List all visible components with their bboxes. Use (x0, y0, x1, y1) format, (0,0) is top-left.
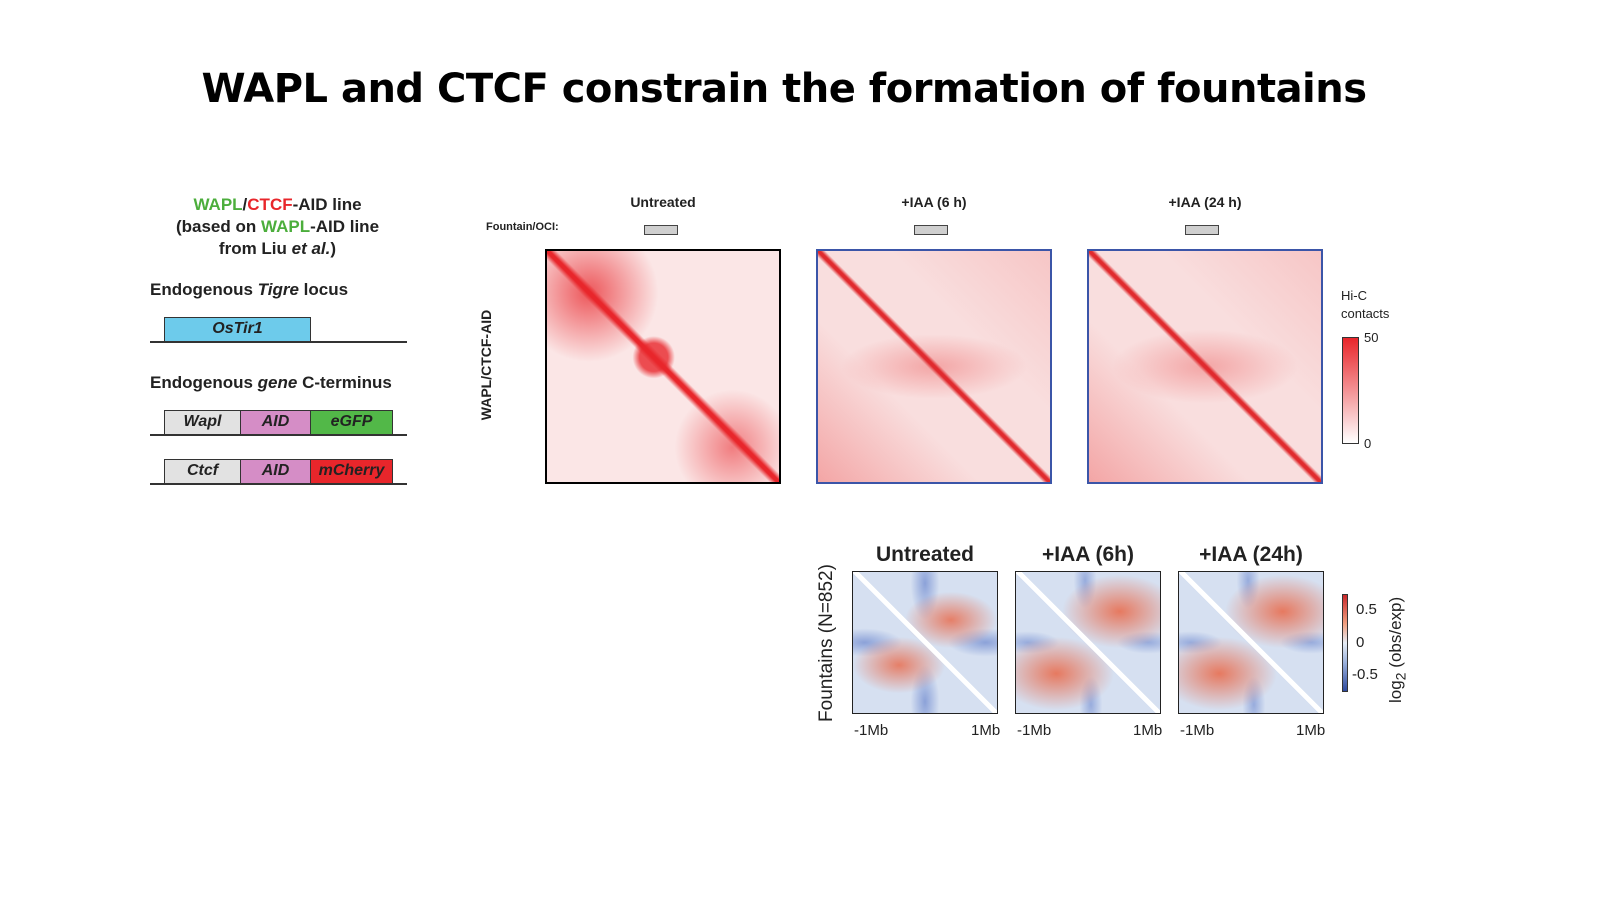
colorbar-tick: -0.5 (1352, 666, 1378, 683)
aggregate-condition-label: Untreated (875, 543, 975, 566)
x-tick: 1Mb (1296, 722, 1326, 739)
aggregate-condition-label: +IAA (6h) (1042, 543, 1134, 566)
hic-map-iaa-6h (816, 249, 1052, 484)
wapl-text: WAPL (193, 195, 243, 214)
construct-title-line2: (based on WAPL-AID line (145, 217, 410, 237)
t: (based on (175, 217, 261, 236)
wapl-text: WAPL (260, 217, 311, 236)
t: (obs/exp) (1386, 596, 1405, 668)
t: gene (257, 373, 298, 392)
hic-condition-label: +IAA (24 h) (1168, 194, 1242, 210)
t: ) (330, 239, 337, 258)
hic-colorbar-min: 0 (1364, 436, 1372, 451)
fountain-oci-marker (914, 225, 948, 235)
tigre-heading: Endogenous Tigre locus (150, 280, 348, 300)
aggregate-colorbar (1342, 594, 1348, 692)
mcherry-box: mCherry (310, 459, 393, 484)
ostir1-box: OsTir1 (164, 317, 311, 342)
hic-colorbar-max: 50 (1364, 330, 1379, 345)
aggregate-plot-untreated (852, 571, 998, 714)
dna-line (150, 483, 407, 485)
x-tick: -1Mb (1180, 722, 1215, 739)
x-tick: -1Mb (1017, 722, 1052, 739)
t: 2 (1393, 672, 1410, 681)
t: Endogenous (150, 280, 258, 299)
aggregate-condition-label: +IAA (24h) (1199, 543, 1303, 566)
t: locus (298, 280, 349, 299)
aggregate-plot-iaa-24h (1178, 571, 1324, 714)
t: Tigre (257, 280, 299, 299)
colorbar-tick: 0.5 (1356, 601, 1377, 618)
t: -AID line (310, 217, 380, 236)
aid-box: AID (240, 410, 311, 435)
t: from Liu (218, 239, 292, 258)
aggregate-plot-iaa-6h (1015, 571, 1161, 714)
aid-box: AID (240, 459, 311, 484)
dna-line (150, 341, 407, 343)
slash: / (242, 195, 248, 214)
x-tick: 1Mb (1133, 722, 1163, 739)
x-tick: -1Mb (854, 722, 889, 739)
aid-line-text: -AID line (292, 195, 362, 214)
t: log (1386, 680, 1405, 703)
hic-row-label: WAPL/CTCF-AID (478, 309, 494, 421)
gene-heading: Endogenous gene C-terminus (150, 373, 392, 393)
fountain-oci-marker (644, 225, 678, 235)
track-label: Fountain/OCI: (486, 221, 559, 233)
hic-condition-label: +IAA (6 h) (901, 194, 967, 210)
hic-map-untreated (545, 249, 781, 484)
t: C-terminus (297, 373, 392, 392)
construct-title-line3: from Liu et al.) (145, 239, 410, 259)
fountain-oci-marker (1185, 225, 1219, 235)
construct-title-line1: WAPL/CTCF-AID line (145, 195, 410, 215)
dna-line (150, 434, 407, 436)
hic-colorbar-title: Hi-C (1341, 288, 1367, 303)
aggregate-colorbar-label: log2 (obs/exp) (1386, 597, 1409, 703)
egfp-box: eGFP (310, 410, 393, 435)
colorbar-tick: 0 (1356, 634, 1365, 651)
hic-colorbar (1342, 337, 1359, 444)
ctcf-text: CTCF (247, 195, 293, 214)
wapl-box: Wapl (164, 410, 241, 435)
slide-title: WAPL and CTCF constrain the formation of… (201, 66, 1367, 112)
ctcf-box: Ctcf (164, 459, 241, 484)
aggregate-ylabel: Fountains (N=852) (816, 564, 837, 722)
hic-colorbar-title: contacts (1341, 306, 1390, 321)
hic-condition-label: Untreated (630, 194, 696, 210)
t: Endogenous (150, 373, 258, 392)
x-tick: 1Mb (971, 722, 1001, 739)
t: et al. (291, 239, 331, 258)
hic-map-iaa-24h (1087, 249, 1323, 484)
